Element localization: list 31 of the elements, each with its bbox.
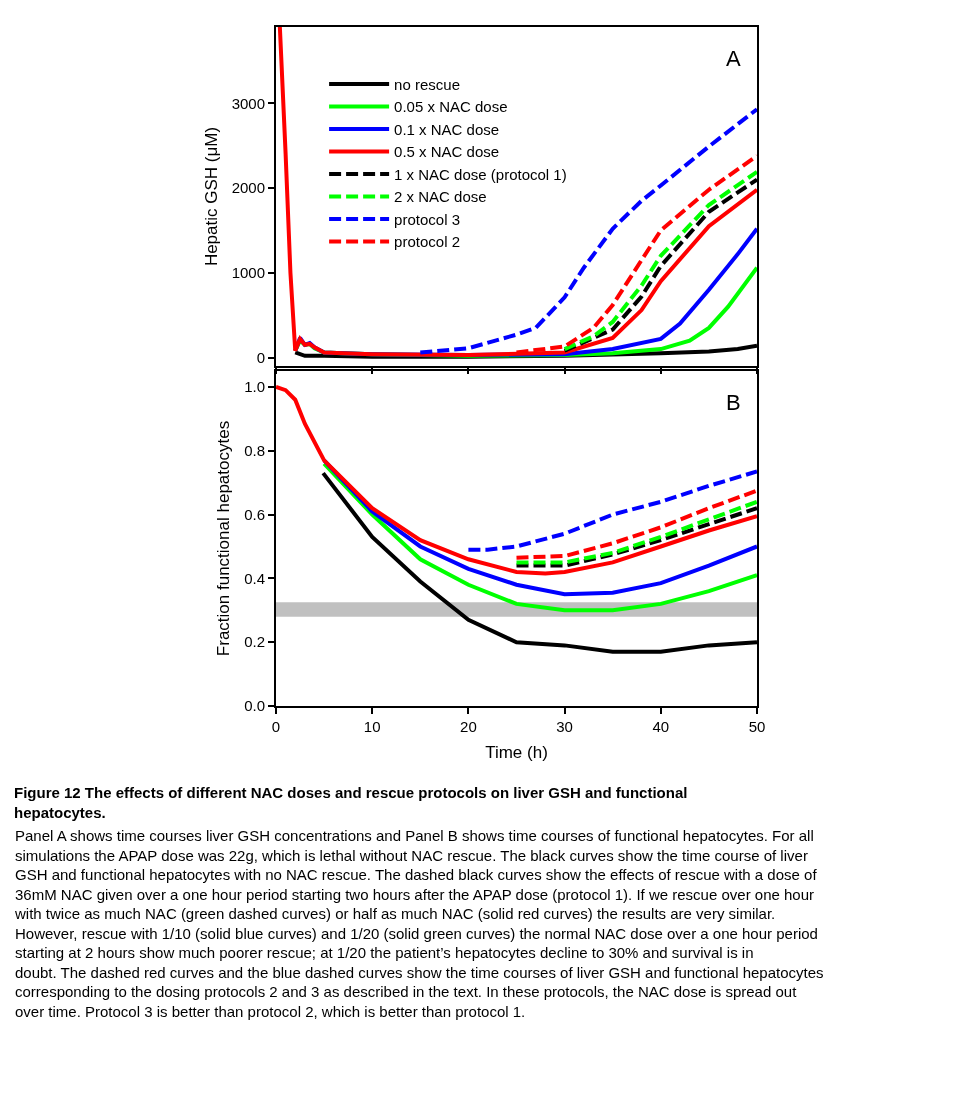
x-tick-label: 10 [363, 718, 381, 735]
y-axis-title: Fraction functional hepatocytes [214, 420, 234, 657]
legend-label: no rescue [394, 75, 460, 93]
y-tick-label: 0.0 [244, 697, 265, 715]
y-tick-label: 2000 [231, 179, 265, 197]
x-tick-label: 40 [652, 718, 670, 735]
annotation: A [726, 46, 741, 71]
y-tick-label: 0.4 [244, 569, 265, 587]
legend-label: 2 x NAC dose [394, 188, 487, 206]
y-tick-label: 0.8 [244, 442, 265, 460]
x-tick-label: 20 [460, 718, 477, 735]
x-axis-title: Time (h) [485, 742, 548, 762]
legend-label: 0.5 x NAC dose [394, 143, 500, 161]
legend-label: protocol 3 [394, 210, 460, 228]
y-tick-label: 3000 [231, 94, 265, 112]
legend-label: 0.1 x NAC dose [394, 120, 500, 138]
y-tick-label: 0.6 [244, 505, 265, 523]
caption: Figure 12 The effects of different NAC doses and rescue protocols on liver GSH and functional hepatocytes. [14, 784, 688, 821]
y-tick-label: 1000 [231, 264, 265, 282]
y-tick-label: 0.2 [244, 633, 265, 651]
x-tick-label: 0 [271, 718, 281, 735]
y-tick-label: 0 [256, 348, 265, 366]
y-axis-title: Hepatic GSH (μM) [201, 126, 221, 267]
legend-label: 0.05 x NAC dose [394, 98, 508, 116]
text: Panel A shows time courses liver GSH concentrations and Panel B shows time courses of functional hepatocytes. For all simulations the APAP dose was 22g, which is lethal without NAC rescue. The black curves show the time course of liver GSH and functional hepatocytes with no NAC rescue. The dashed black curves show the effects of rescue with a dose of 36mM NAC given over a one hour period starting two hours after the APAP dose (protocol 1). If we rescue over one hour with twice as much NAC (green dashed curves) or half as much NAC (solid red curves) the results are very similar. However, rescue with 1/10 (solid blue curves) and 1/20 (solid green curves) the normal NAC dose over a one hour period starting at 2 hours show much poorer rescue; at 1/20 the patient’s hepatocytes decline to 30% and survival is in doubt. The dashed red curves and the blue dashed curves show the time courses of liver GSH and functional hepatocytes corresponding to the dosing protocols 2 and 3 as described in the text. In these protocols, the NAC dose is spread out over time. Protocol 3 is better than protocol 2, which is better than protocol 1. [15, 827, 824, 1020]
annotation: B [726, 390, 741, 415]
y-tick-label: 1.0 [244, 378, 265, 396]
x-tick-label: 50 [748, 718, 766, 735]
legend-label: 1 x NAC dose (protocol 1) [394, 165, 567, 183]
x-tick-label: 30 [556, 718, 573, 735]
legend-label: protocol 2 [394, 233, 460, 251]
